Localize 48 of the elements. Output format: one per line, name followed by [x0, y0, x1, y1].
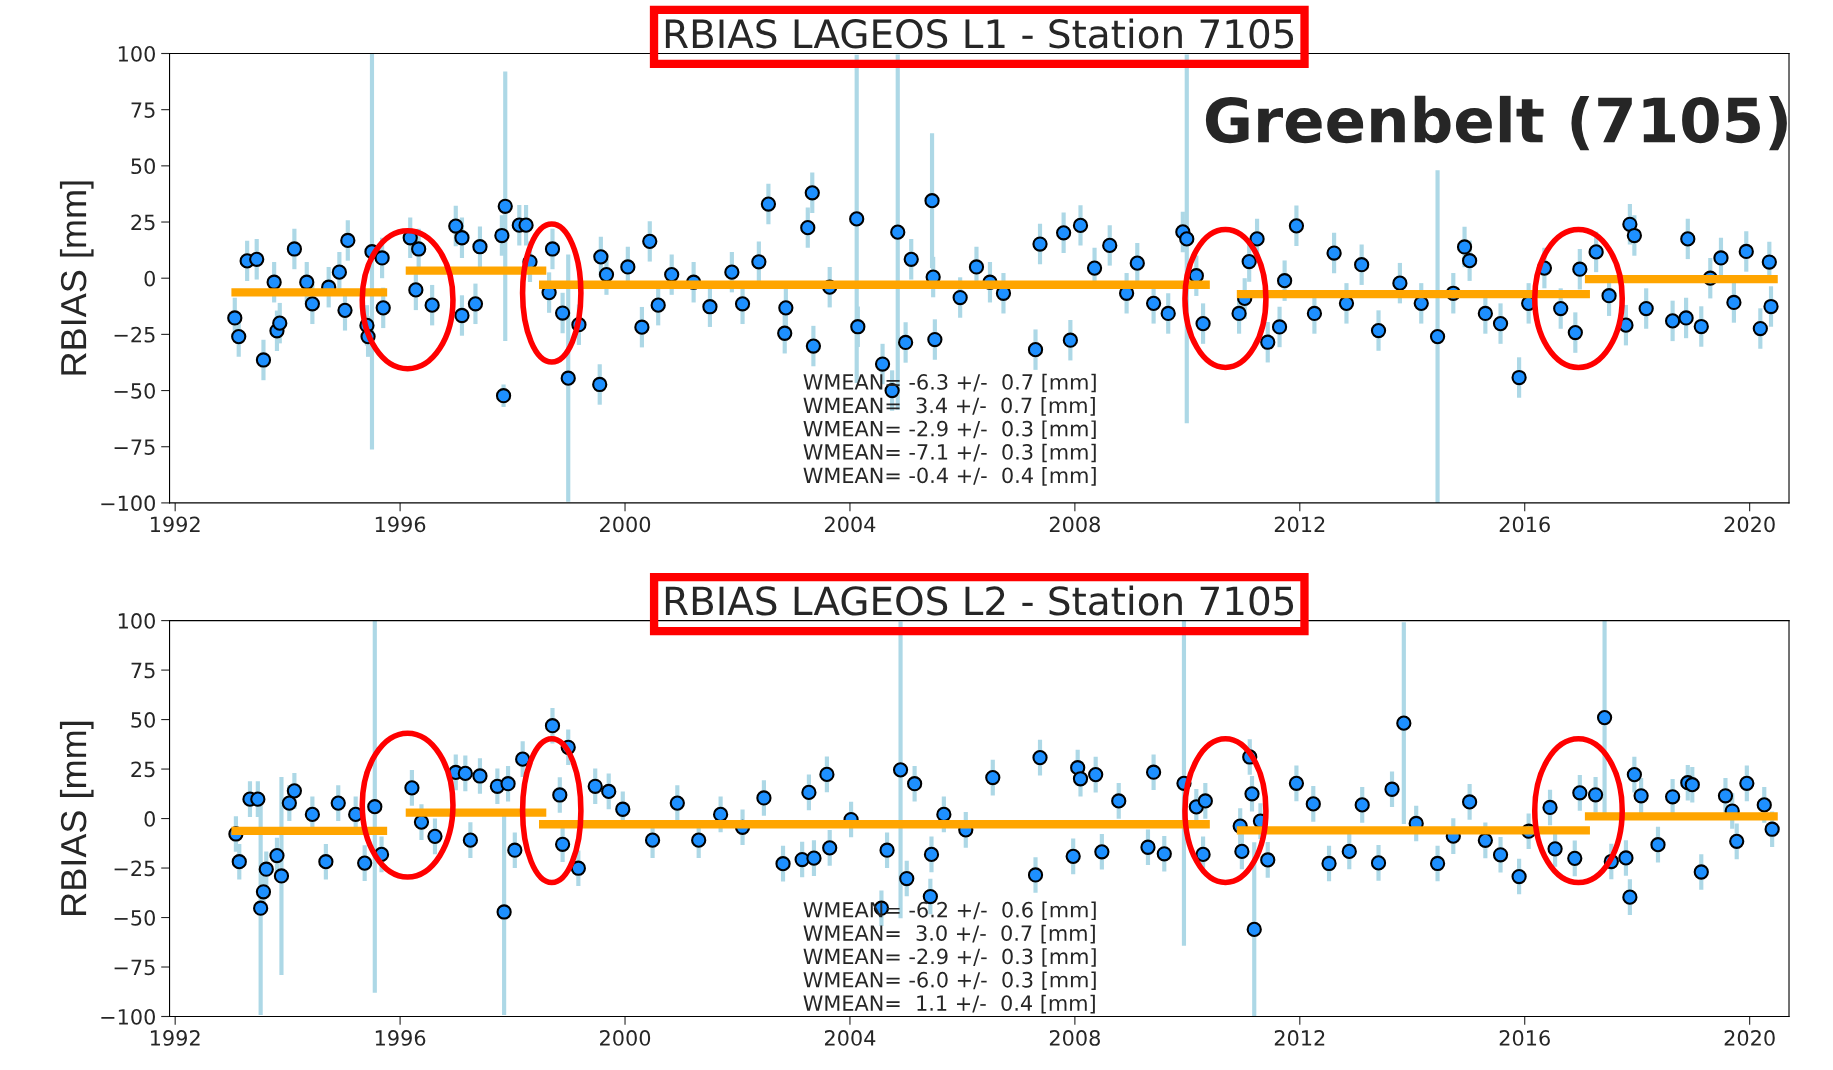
y-tick-label: 75 [131, 662, 155, 679]
y-tick-label: 50 [131, 712, 155, 728]
x-tick-label: 1996 [375, 516, 426, 533]
x-tick-label: 2012 [1274, 1030, 1325, 1046]
y-tick-label: −100 [101, 495, 155, 512]
annotation: WMEAN= -0.4 +/- 0.4 [mm] [803, 467, 1096, 486]
x-tick-label: 2004 [824, 516, 876, 533]
x-tick-label: 2008 [1049, 1030, 1100, 1046]
x-tick-label: 2004 [824, 1030, 876, 1046]
x-tick-label: 1996 [375, 1030, 426, 1046]
y-tick-label: 0 [144, 811, 155, 827]
y-tick-label: 25 [131, 761, 155, 778]
x-tick-label: 2000 [600, 516, 651, 533]
annotation: WMEAN= -7.1 +/- 0.3 [mm] [803, 443, 1096, 463]
annotation: Greenbelt (7105) [1205, 95, 1787, 151]
annotation: WMEAN= -2.9 +/- 0.3 [mm] [803, 420, 1096, 439]
y-tick-label: 100 [118, 45, 155, 62]
y-axis-title: RBIAS [mm] [59, 181, 94, 375]
x-tick-label: 1992 [150, 1030, 200, 1046]
y-tick-label: 0 [144, 270, 155, 287]
y-tick-label: −100 [101, 1008, 155, 1025]
x-tick-label: 2020 [1724, 1030, 1775, 1046]
chart-title: RBIAS LAGEOS L2 - Station 7105 [665, 585, 1294, 616]
y-tick-label: 100 [118, 613, 155, 629]
y-tick-label: −25 [114, 326, 155, 343]
y-tick-label: −50 [114, 383, 155, 399]
x-tick-label: 2008 [1049, 516, 1100, 533]
y-tick-label: 50 [131, 158, 155, 175]
annotation: WMEAN= -6.3 +/- 0.7 [mm] [803, 373, 1096, 393]
annotation: WMEAN= 1.1 +/- 0.4 [mm] [803, 994, 1095, 1014]
annotation: WMEAN= -2.9 +/- 0.3 [mm] [803, 948, 1096, 967]
y-tick-label: 75 [131, 102, 155, 118]
x-tick-label: 2012 [1274, 516, 1325, 533]
annotation: WMEAN= -6.0 +/- 0.3 [mm] [803, 971, 1096, 991]
annotation: WMEAN= 3.0 +/- 0.7 [mm] [803, 924, 1095, 944]
y-tick-label: −75 [114, 439, 155, 455]
y-tick-label: −50 [114, 909, 155, 926]
x-tick-label: 1992 [150, 516, 200, 533]
annotation: WMEAN= 3.4 +/- 0.7 [mm] [803, 397, 1095, 416]
y-axis-title: RBIAS [mm] [59, 721, 94, 915]
chart-title: RBIAS LAGEOS L1 - Station 7105 [665, 18, 1294, 49]
y-tick-label: −75 [114, 959, 155, 976]
y-tick-label: 25 [131, 214, 155, 231]
x-tick-label: 2000 [600, 1030, 651, 1046]
y-tick-label: −25 [114, 860, 155, 877]
x-tick-label: 2020 [1724, 516, 1775, 533]
x-tick-label: 2016 [1499, 516, 1550, 533]
x-tick-label: 2016 [1499, 1030, 1550, 1046]
